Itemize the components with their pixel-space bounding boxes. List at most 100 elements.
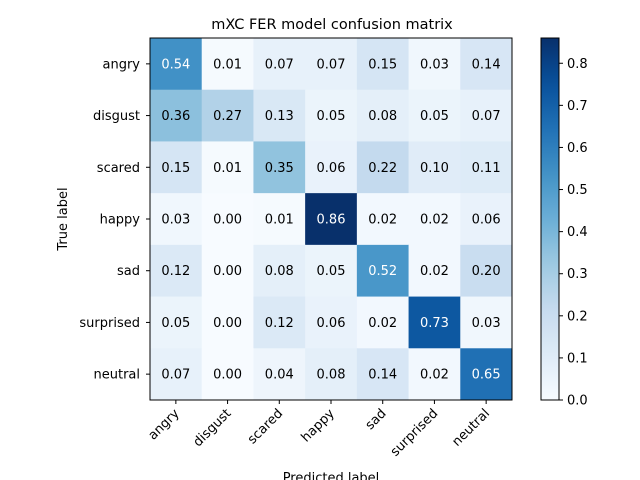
cell-value-label: 0.02 bbox=[420, 368, 449, 383]
heatmap-cell bbox=[305, 141, 358, 194]
heatmap-cell bbox=[201, 193, 254, 246]
cell-value-label: 0.05 bbox=[161, 316, 190, 331]
cell-value-label: 0.35 bbox=[265, 161, 294, 176]
y-tick-label: neutral bbox=[94, 368, 141, 383]
cell-value-label: 0.05 bbox=[420, 109, 449, 124]
colorbar-tick-label: 0.0 bbox=[567, 394, 588, 409]
x-tick-label: happy bbox=[299, 406, 338, 445]
cell-value-label: 0.07 bbox=[472, 109, 501, 124]
heatmap-cell bbox=[150, 141, 203, 194]
colorbar-tick-label: 0.3 bbox=[567, 267, 588, 282]
cell-value-label: 0.10 bbox=[420, 161, 449, 176]
cell-value-label: 0.00 bbox=[213, 264, 242, 279]
heatmap-cell bbox=[150, 348, 203, 401]
cell-value-label: 0.00 bbox=[213, 213, 242, 228]
cell-value-label: 0.06 bbox=[317, 316, 346, 331]
heatmap-cells bbox=[150, 38, 513, 401]
colorbar-gradient bbox=[540, 37, 560, 401]
cell-value-label: 0.20 bbox=[472, 264, 501, 279]
y-tick-label: sad bbox=[117, 264, 140, 279]
heatmap-cell bbox=[253, 89, 306, 142]
heatmap-cell bbox=[201, 38, 254, 91]
cell-value-label: 0.04 bbox=[265, 368, 294, 383]
cell-value-label: 0.65 bbox=[472, 368, 501, 383]
cell-value-label: 0.52 bbox=[368, 264, 397, 279]
cell-value-label: 0.07 bbox=[161, 368, 190, 383]
heatmap-cell bbox=[460, 193, 513, 246]
heatmap-cell bbox=[305, 244, 358, 298]
heatmap-cell bbox=[201, 348, 254, 401]
colorbar: 0.0 0.1 0.2 0.3 0.4 0.5 0.6 0.7 0.8 bbox=[540, 37, 588, 409]
heatmap-cell bbox=[305, 348, 358, 401]
cell-value-label: 0.00 bbox=[213, 368, 242, 383]
heatmap-cell bbox=[408, 296, 461, 349]
x-tick-label: disgust bbox=[191, 406, 235, 450]
x-tick-label: angry bbox=[146, 406, 183, 443]
heatmap-cell bbox=[408, 141, 461, 194]
cell-value-label: 0.07 bbox=[317, 57, 346, 72]
cell-value-label: 0.01 bbox=[213, 161, 242, 176]
y-axis-label: True label bbox=[56, 187, 71, 251]
heatmap-cell bbox=[253, 296, 306, 349]
cell-value-label: 0.03 bbox=[420, 57, 449, 72]
heatmap-cell bbox=[150, 244, 203, 298]
cell-value-label: 0.08 bbox=[317, 368, 346, 383]
cell-value-label: 0.22 bbox=[368, 161, 397, 176]
cell-value-label: 0.12 bbox=[265, 316, 294, 331]
heatmap-cell bbox=[408, 193, 461, 246]
heatmap-cell bbox=[356, 141, 410, 194]
heatmap-cell bbox=[356, 348, 410, 401]
cell-value-label: 0.03 bbox=[161, 213, 190, 228]
heatmap-cell bbox=[460, 141, 513, 194]
heatmap-cell bbox=[201, 244, 254, 298]
cell-value-label: 0.15 bbox=[161, 161, 190, 176]
y-tick-label: scared bbox=[97, 161, 140, 176]
heatmap-cell bbox=[305, 193, 358, 246]
heatmap-cell bbox=[356, 89, 410, 142]
heatmap-cell bbox=[305, 296, 358, 349]
heatmap-cell bbox=[356, 193, 410, 246]
cell-value-label: 0.00 bbox=[213, 316, 242, 331]
cell-value-label: 0.02 bbox=[368, 213, 397, 228]
cell-value-label: 0.36 bbox=[161, 109, 190, 124]
cell-value-label: 0.15 bbox=[368, 57, 397, 72]
y-axis-ticks: angry disgust scared happy sad surprised neutr… bbox=[79, 57, 150, 383]
heatmap-cell bbox=[253, 193, 306, 246]
cell-value-label: 0.01 bbox=[265, 213, 294, 228]
y-tick-label: happy bbox=[100, 213, 141, 228]
heatmap-cell bbox=[356, 38, 410, 91]
cell-value-label: 0.05 bbox=[317, 264, 346, 279]
heatmap-cell bbox=[150, 193, 203, 246]
cell-value-label: 0.11 bbox=[472, 161, 501, 176]
heatmap-cell bbox=[150, 38, 203, 91]
heatmap-cell bbox=[201, 296, 254, 349]
y-tick-label: disgust bbox=[93, 109, 140, 124]
heatmap-cell bbox=[408, 244, 461, 298]
cell-value-labels: 0.54 0.01 0.07 0.07 0.15 0.03 0.14 0.36 0.27 0.13… bbox=[161, 57, 500, 382]
cell-value-label: 0.02 bbox=[420, 213, 449, 228]
cell-value-label: 0.14 bbox=[368, 368, 397, 383]
x-tick-label: sad bbox=[363, 406, 390, 433]
colorbar-tick-label: 0.8 bbox=[567, 57, 588, 72]
cell-value-label: 0.13 bbox=[265, 109, 294, 124]
heatmap-cell bbox=[460, 244, 513, 298]
cell-value-label: 0.01 bbox=[213, 57, 242, 72]
heatmap-cell bbox=[253, 244, 306, 298]
heatmap-cell bbox=[305, 38, 358, 91]
cell-value-label: 0.27 bbox=[213, 109, 242, 124]
y-tick-label: angry bbox=[103, 57, 141, 72]
cell-value-label: 0.86 bbox=[317, 213, 346, 228]
heatmap-cell bbox=[408, 348, 461, 401]
cell-value-label: 0.03 bbox=[472, 316, 501, 331]
colorbar-tick-label: 0.7 bbox=[567, 99, 588, 114]
heatmap-cell bbox=[150, 89, 203, 142]
heatmap-cell bbox=[408, 89, 461, 142]
y-tick-label: surprised bbox=[79, 316, 140, 331]
cell-value-label: 0.07 bbox=[265, 57, 294, 72]
cell-value-label: 0.73 bbox=[420, 316, 449, 331]
heatmap-cell bbox=[460, 348, 513, 401]
heatmap-cell bbox=[408, 38, 461, 91]
colorbar-tick-label: 0.5 bbox=[567, 183, 588, 198]
